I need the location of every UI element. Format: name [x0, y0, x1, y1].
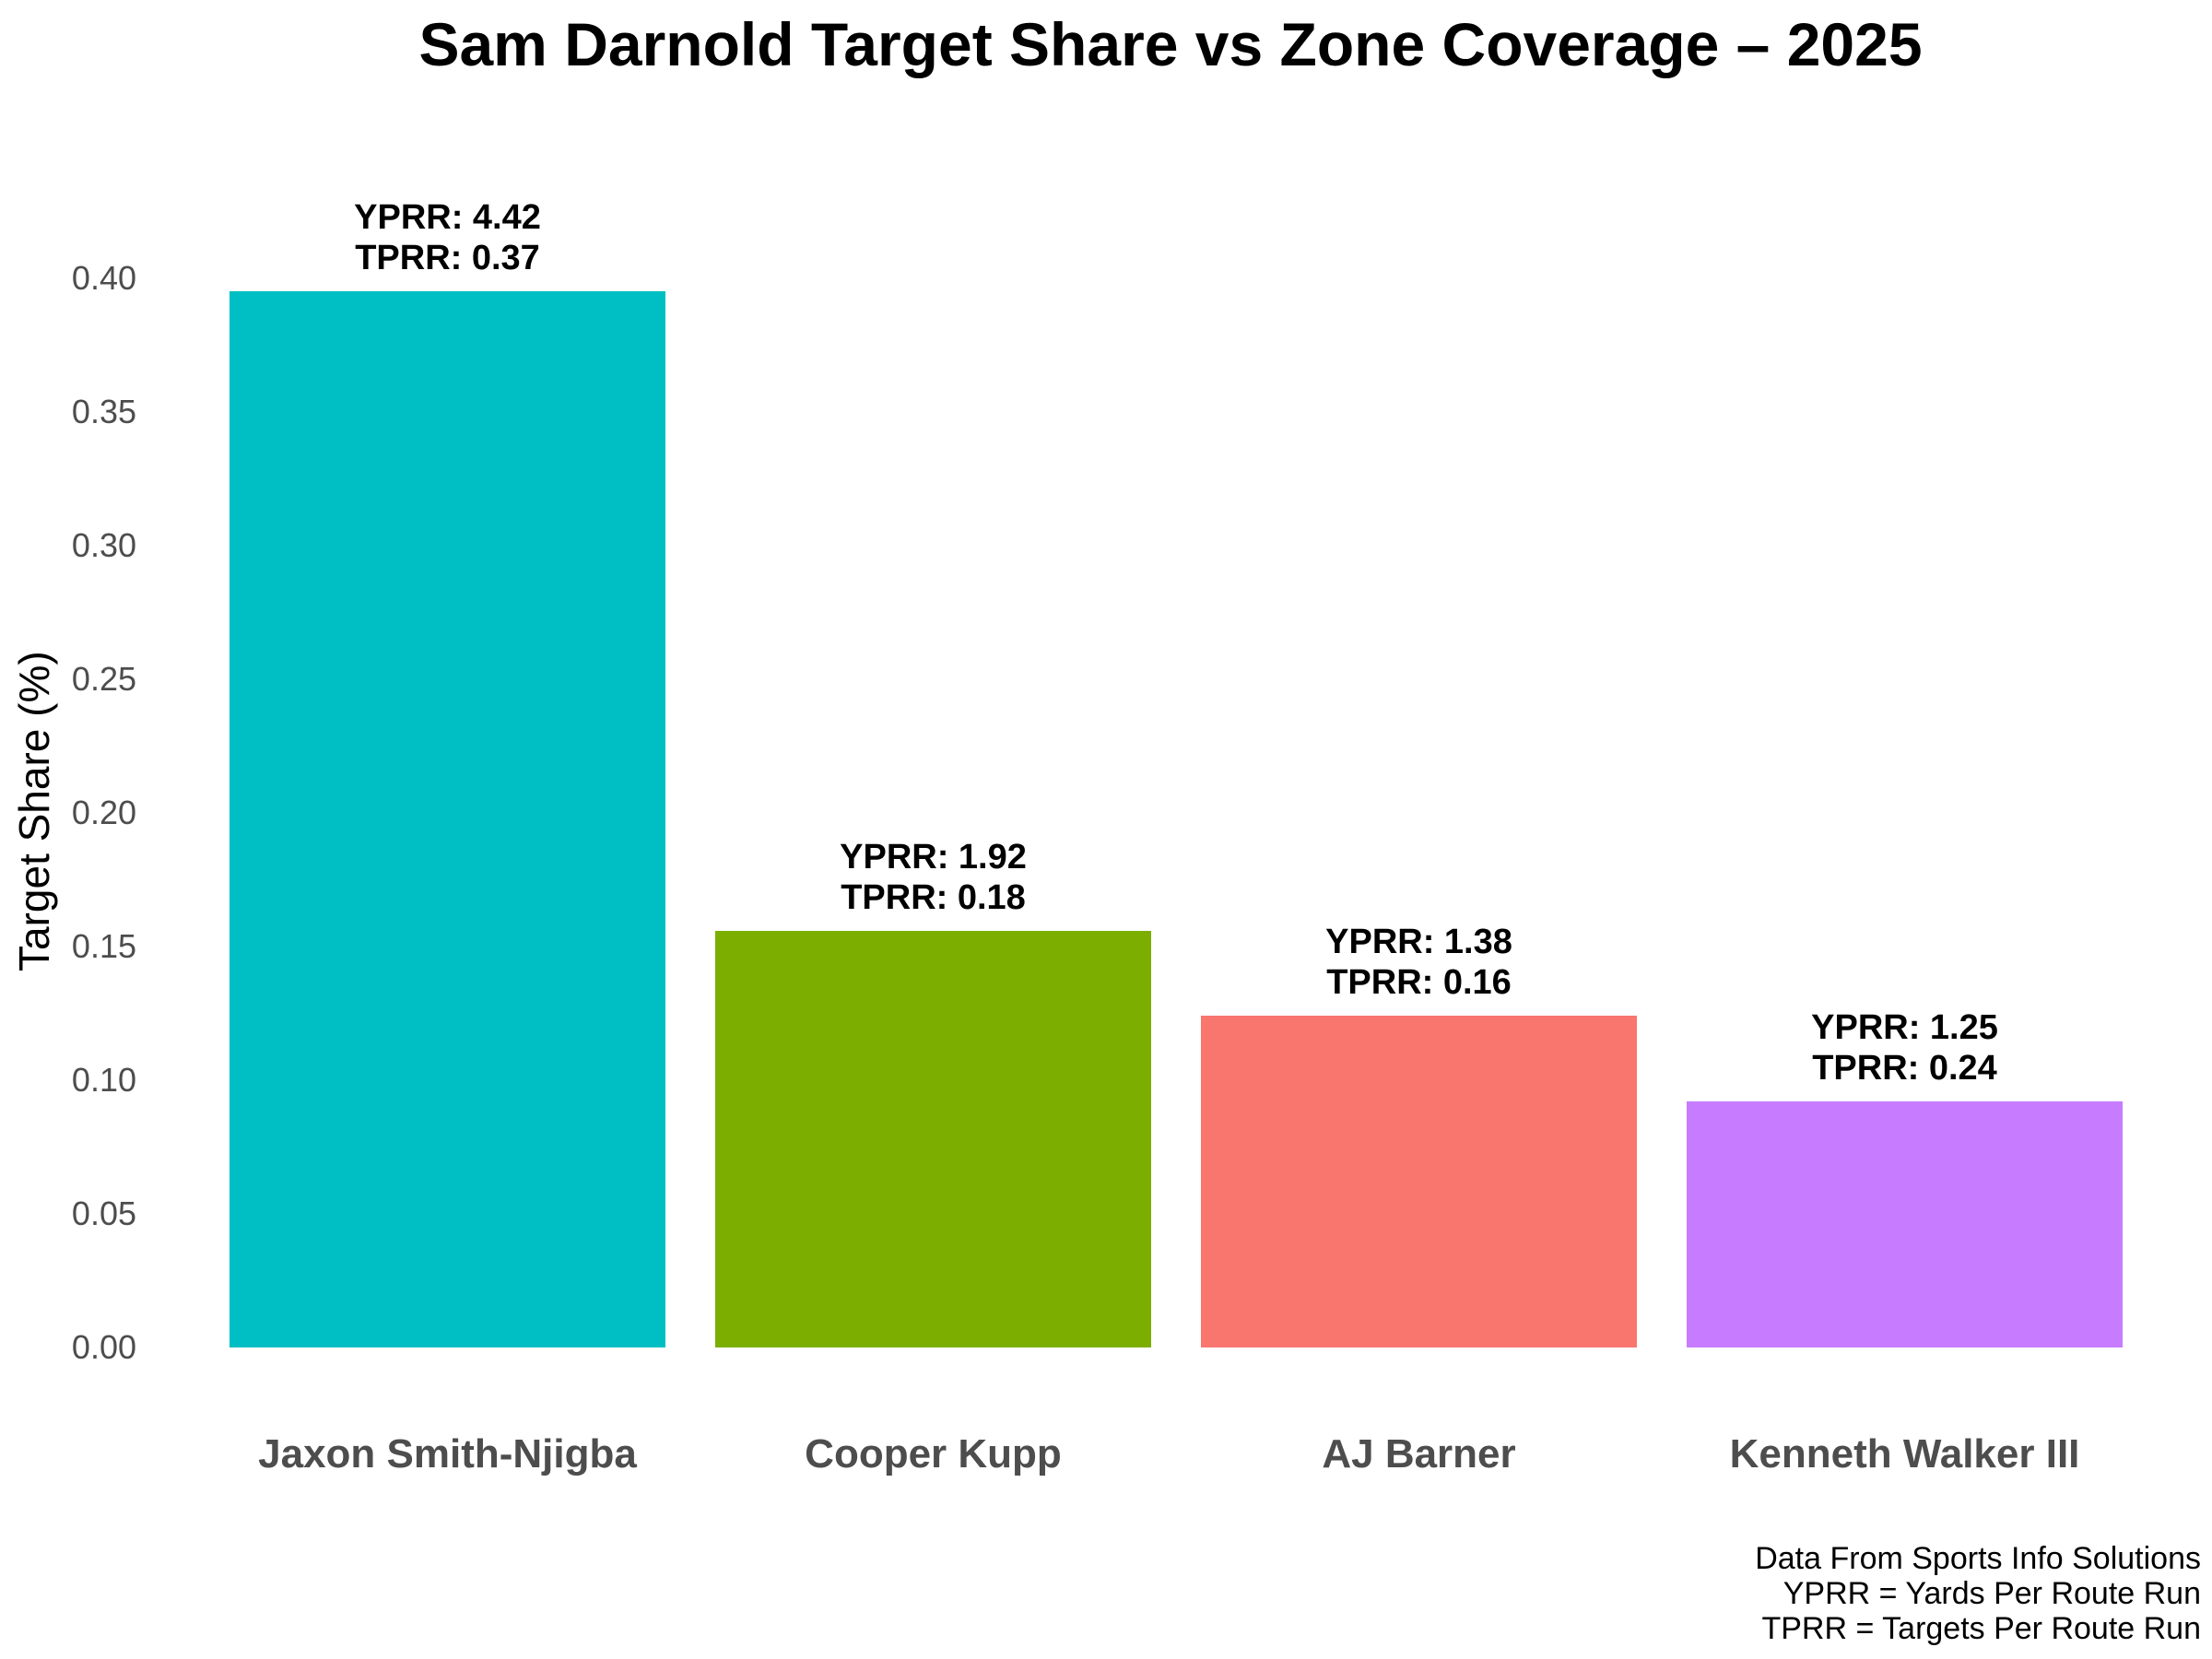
caption-line-tprr: TPRR = Targets Per Route Run [1761, 1611, 2201, 1646]
y-tick-label: 0.10 [71, 1061, 136, 1099]
y-tick-label: 0.00 [71, 1328, 136, 1366]
annotation-yprr: YPRR: 1.25 [1811, 1008, 1998, 1047]
caption-line-yprr: YPRR = Yards Per Route Run [1783, 1576, 2201, 1611]
caption-line-source: Data From Sports Info Solutions [1755, 1541, 2201, 1576]
annotation-tprr: TPRR: 0.24 [1812, 1049, 1997, 1088]
bar-3 [1201, 1016, 1637, 1347]
chart-caption: Data From Sports Info Solutions YPRR = Y… [1755, 1541, 2201, 1646]
bar-4 [1687, 1101, 2123, 1347]
x-category-label: Kenneth Walker III [1729, 1431, 2080, 1477]
y-tick-label: 0.35 [71, 393, 136, 430]
bar-2 [715, 931, 1151, 1347]
y-tick-label: 0.15 [71, 927, 136, 965]
bar-annotation: YPRR: 1.38 TPRR: 0.16 [1143, 922, 1696, 1003]
y-tick-label: 0.05 [71, 1194, 136, 1232]
annotation-tprr: TPRR: 0.37 [355, 239, 540, 277]
y-tick-label: 0.20 [71, 794, 136, 831]
y-tick-label: 0.30 [71, 526, 136, 564]
y-tick-label: 0.25 [71, 660, 136, 698]
bar-annotation: YPRR: 1.92 TPRR: 0.18 [657, 837, 1210, 918]
annotation-yprr: YPRR: 1.38 [1325, 923, 1512, 961]
annotation-yprr: YPRR: 4.42 [354, 198, 541, 237]
annotation-tprr: TPRR: 0.18 [841, 878, 1026, 917]
bar-1 [229, 291, 665, 1347]
x-category-label: AJ Barner [1322, 1431, 1516, 1477]
x-category-label: Jaxon Smith-Njigba [258, 1431, 637, 1477]
bar-annotation: YPRR: 4.42 TPRR: 0.37 [171, 197, 724, 278]
annotation-tprr: TPRR: 0.16 [1326, 963, 1512, 1002]
y-tick-label: 0.40 [71, 259, 136, 297]
chart-title: Sam Darnold Target Share vs Zone Coverag… [418, 10, 1923, 78]
x-category-label: Cooper Kupp [805, 1431, 1062, 1477]
bar-annotation: YPRR: 1.25 TPRR: 0.24 [1629, 1007, 2182, 1088]
annotation-yprr: YPRR: 1.92 [840, 838, 1027, 877]
